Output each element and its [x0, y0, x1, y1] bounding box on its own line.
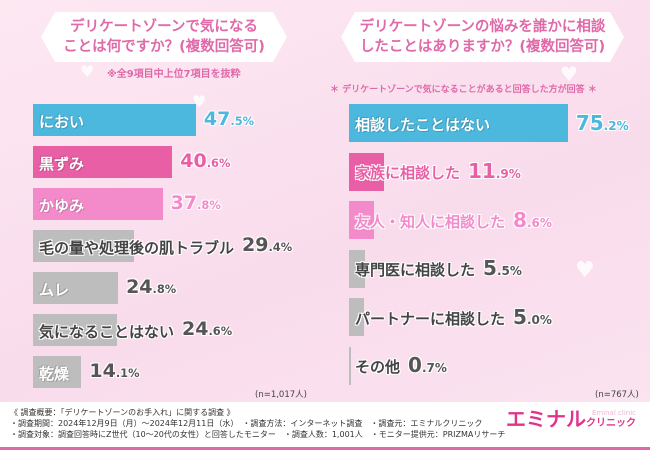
left-note: ※全9項目中上位7項目を抜粋	[107, 69, 241, 80]
survey-period: ・調査期間：2024年12月9日（月）～2024年12月11日（水）	[10, 419, 235, 428]
bar-label: 友人・知人に相談した	[355, 212, 506, 231]
logo-en: Eminal clinic	[591, 409, 636, 417]
bar-label: におい	[39, 112, 85, 131]
bar-4	[33, 272, 119, 304]
left-question-title: デリケートゾーンで気になる ことは何ですか？(複数回答可)	[41, 12, 287, 62]
bar-3	[349, 249, 365, 288]
bar-value-label: 24.6%	[182, 318, 233, 341]
right-sample-size: (n=767人)	[595, 390, 639, 400]
survey-footer: 《 調査概要：「デリケートゾーンのお手入れ」に関する調査 》 ・調査期間：202…	[0, 402, 650, 450]
bar-3	[33, 230, 134, 262]
bar-value-label: 14.1%	[89, 360, 140, 383]
heart-icon: ♥	[560, 62, 578, 86]
bar-1	[33, 146, 173, 178]
bar-label: 黒ずみ	[39, 154, 85, 173]
bar-value-label: 40.6%	[180, 150, 231, 173]
survey-count: ・調査人数：1,001人	[283, 430, 363, 439]
footer-line: ・調査対象：調査回答時にZ世代（10～20代の女性）と回答したモニター ・調査人…	[10, 429, 640, 440]
monitor-provider: ・モニター提供元：PRIZMAリサーチ	[370, 430, 506, 439]
bar-0	[33, 104, 196, 136]
title-line: したことはありますか？(複数回答可)	[359, 39, 606, 55]
bar-value-label: 5.0%	[513, 304, 552, 329]
bar-5	[33, 314, 118, 346]
bar-value-label: 75.2%	[575, 110, 629, 135]
bar-2	[33, 188, 163, 220]
left-sample-size: (n=1,017人)	[255, 390, 307, 400]
bar-label: 乾燥	[39, 364, 70, 383]
bar-value-label: 5.5%	[483, 256, 522, 281]
heart-icon: ♥	[575, 258, 595, 283]
bar-label: ムレ	[39, 280, 70, 299]
bar-label: 相談したことはない	[355, 115, 491, 134]
bar-label: 専門医に相談した	[355, 261, 476, 280]
bar-label: 家族に相談した	[355, 164, 461, 183]
footer-line: ・調査期間：2024年12月9日（月）～2024年12月11日（水） ・調査方法…	[10, 418, 640, 429]
bar-label: 気になることはない	[39, 322, 175, 341]
bar-label: その他	[355, 358, 401, 377]
bar-1	[349, 152, 384, 191]
bar-value-label: 37.8%	[170, 192, 221, 215]
bar-6	[33, 356, 82, 388]
bar-label: かゆみ	[39, 196, 85, 215]
logo-sub: クリニック	[586, 418, 636, 429]
bar-value-label: 11.9%	[468, 159, 521, 184]
bar-label: 毛の量や処理後の肌トラブル	[39, 238, 235, 257]
survey-target: ・調査対象：調査回答時にZ世代（10～20代の女性）と回答したモニター	[10, 430, 276, 439]
title-line: ことは何ですか？(複数回答可)	[63, 39, 265, 55]
bar-5	[349, 346, 352, 385]
right-question-title: デリケートゾーンの悩みを誰かに相談 したことはありますか？(複数回答可)	[341, 12, 624, 62]
bar-value-label: 47.5%	[203, 108, 255, 131]
bar-4	[349, 298, 364, 336]
title-line: デリケートゾーンで気になる	[70, 19, 258, 35]
survey-source: ・調査元：エミナルクリニック	[370, 419, 483, 428]
bar-value-label: 8.6%	[513, 207, 552, 232]
heart-icon: ♥	[80, 62, 95, 81]
bar-value-label: 0.7%	[408, 353, 447, 378]
bar-0	[349, 104, 568, 142]
bar-label: パートナーに相談した	[355, 309, 506, 328]
right-note: ＊ デリケートゾーンで気になることがあると回答した方が回答 ＊	[330, 85, 597, 95]
survey-method: ・調査方法：インターネット調査	[242, 419, 363, 428]
bar-value-label: 24.8%	[126, 276, 177, 299]
logo-main: エミナル	[506, 407, 586, 431]
title-line: デリケートゾーンの悩みを誰かに相談	[359, 19, 606, 35]
bar-value-label: 29.4%	[242, 234, 293, 257]
bar-2	[349, 201, 375, 239]
footer-line: 《 調査概要：「デリケートゾーンのお手入れ」に関する調査 》	[10, 408, 235, 417]
eminal-clinic-logo: Eminal clinic エミナルクリニック	[506, 409, 636, 429]
